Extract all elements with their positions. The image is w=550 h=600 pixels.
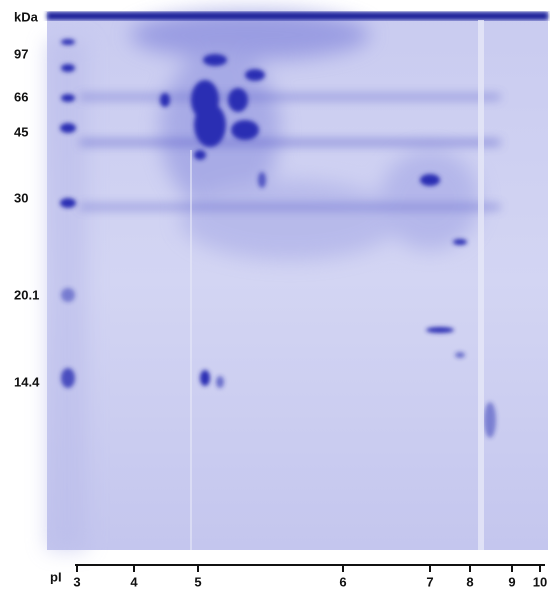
y-axis-unit: kDa: [14, 9, 39, 24]
y-label: 30: [14, 190, 28, 205]
y-label: 66: [14, 89, 28, 104]
y-label: 14.4: [14, 374, 40, 389]
x-label: 9: [508, 574, 515, 589]
y-label: 20.1: [14, 287, 39, 302]
y-label: 45: [14, 124, 28, 139]
x-label: 7: [426, 574, 433, 589]
x-label: 3: [73, 574, 80, 589]
x-label: 8: [466, 574, 473, 589]
x-label: 5: [194, 574, 201, 589]
x-label: 6: [339, 574, 346, 589]
x-axis-label: pI: [50, 569, 62, 584]
gel: [47, 10, 548, 550]
y-label: 97: [14, 46, 28, 61]
x-label: 4: [130, 574, 138, 589]
x-label: 10: [533, 574, 547, 589]
protein-spots: [60, 39, 496, 438]
